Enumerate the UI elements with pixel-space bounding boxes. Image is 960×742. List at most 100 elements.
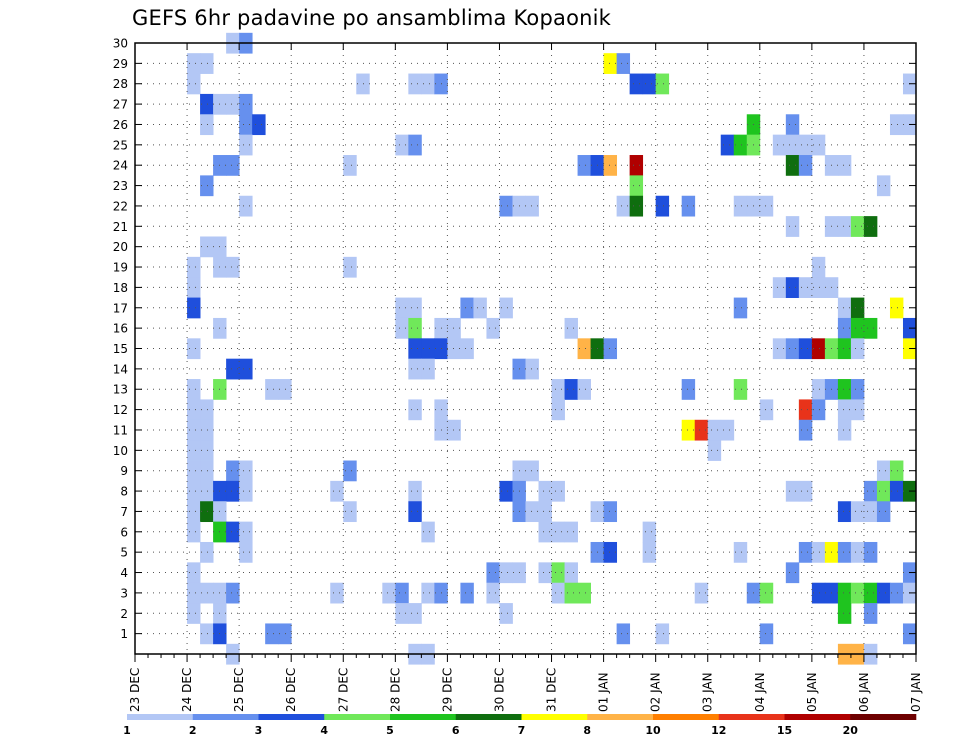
- heatmap-cell: [785, 114, 800, 136]
- heatmap-cell: [759, 195, 774, 217]
- x-tick-label: 27 DEC: [336, 668, 350, 712]
- colorbar-legend: 1 2 3 4 5 6 7 8 10 12 15 20: [123, 714, 917, 737]
- heatmap-cell: [200, 440, 214, 461]
- heatmap-cell: [811, 399, 826, 421]
- y-tick-label: 30: [113, 37, 128, 51]
- y-tick-label: 21: [113, 220, 128, 234]
- colorbar-label: 8: [583, 724, 591, 737]
- heatmap-cell: [655, 73, 670, 95]
- heatmap-cell: [226, 460, 240, 482]
- heatmap-cell: [525, 195, 539, 217]
- heatmap-cell: [863, 216, 878, 237]
- heatmap-cell: [525, 460, 539, 482]
- x-tick-label: 07 JAN: [909, 672, 923, 712]
- heatmap-cell: [577, 338, 591, 360]
- heatmap-cell: [187, 53, 201, 74]
- heatmap-cell: [343, 256, 357, 278]
- heatmap-cell: [486, 562, 500, 584]
- heatmap-cell: [408, 501, 422, 523]
- heatmap-cell: [330, 480, 344, 502]
- x-tick-label: 29 DEC: [440, 668, 454, 712]
- heatmap-cell: [850, 216, 865, 237]
- heatmap-cell: [460, 582, 474, 604]
- heatmap-cell: [538, 562, 552, 584]
- heatmap-cell: [551, 379, 565, 400]
- heatmap-cell: [603, 338, 618, 360]
- heatmap-cell: [200, 541, 214, 563]
- y-tick-label: 6: [120, 525, 128, 539]
- heatmap-cell: [564, 521, 578, 543]
- y-tick-label: 1: [120, 627, 128, 641]
- y-tick-label: 11: [113, 423, 128, 437]
- y-tick-label: 26: [113, 118, 128, 132]
- heatmap-cell: [837, 317, 852, 339]
- heatmap-cell: [226, 521, 240, 543]
- heatmap-cell: [408, 338, 422, 360]
- heatmap-cell: [200, 480, 214, 502]
- heatmap-cell: [239, 541, 253, 563]
- heatmap-cell: [265, 379, 279, 400]
- y-tick-label: 4: [120, 566, 128, 580]
- heatmap-cell: [499, 562, 513, 584]
- heatmap-cell: [408, 73, 422, 95]
- heatmap-cell: [603, 155, 618, 176]
- colorbar-swatch: [653, 714, 720, 720]
- heatmap-cell: [798, 399, 813, 421]
- heatmap-cell: [577, 379, 591, 400]
- heatmap-cell: [239, 134, 253, 156]
- y-tick-label: 16: [113, 322, 128, 336]
- heatmap-cell: [239, 358, 253, 380]
- heatmap-cell: [499, 480, 513, 502]
- heatmap-cell: [265, 623, 279, 645]
- heatmap-cell: [785, 338, 800, 360]
- heatmap-cell: [603, 541, 618, 563]
- heatmap-cell: [200, 460, 214, 482]
- heatmap-cell: [720, 419, 735, 441]
- heatmap-cell: [785, 562, 800, 584]
- heatmap-cell: [395, 134, 409, 156]
- y-tick-label: 12: [113, 403, 128, 417]
- heatmap-cell: [551, 562, 565, 584]
- y-axis: 1234567891011121314151617181920212223242…: [113, 37, 916, 641]
- heatmap-cell: [798, 338, 813, 360]
- y-tick-label: 14: [113, 362, 128, 376]
- y-tick-label: 23: [113, 179, 128, 193]
- heatmap-cell: [395, 297, 409, 319]
- heatmap-cell: [863, 317, 878, 339]
- colorbar-swatch: [784, 714, 851, 720]
- heatmap-cell: [187, 460, 201, 482]
- colorbar-swatch: [521, 714, 588, 720]
- heatmap-cell: [187, 440, 201, 461]
- heatmap-cell: [187, 480, 201, 502]
- heatmap-cell: [889, 582, 904, 604]
- y-tick-label: 10: [113, 444, 128, 458]
- colorbar-label: 20: [843, 724, 859, 737]
- heatmap-cell: [681, 195, 696, 217]
- heatmap-cell: [486, 317, 500, 339]
- heatmap-cell: [655, 195, 670, 217]
- heatmap-cell: [876, 501, 891, 523]
- heatmap-cell: [655, 623, 670, 645]
- heatmap-cell: [200, 501, 214, 523]
- heatmap-cell: [538, 521, 552, 543]
- colorbar-label: 10: [645, 724, 661, 737]
- x-tick-label: 04 JAN: [753, 672, 767, 712]
- heatmap-cell: [616, 623, 631, 645]
- heatmap-cell: [187, 73, 201, 95]
- heatmap-cell: [395, 603, 409, 624]
- colorbar-label: 5: [386, 724, 394, 737]
- heatmap-cell: [850, 379, 865, 400]
- heatmap-cell: [187, 582, 201, 604]
- heatmap-cell: [447, 317, 461, 339]
- heatmap-cell: [343, 501, 357, 523]
- heatmap-cell: [421, 358, 435, 380]
- heatmap-cell: [811, 277, 826, 298]
- colorbar-label: 6: [452, 724, 460, 737]
- heatmap-cell: [889, 480, 904, 502]
- heatmap-cell: [837, 297, 852, 319]
- colorbar-swatch: [850, 714, 917, 720]
- x-tick-label: 23 DEC: [128, 668, 142, 712]
- heatmap-cell: [200, 114, 214, 136]
- heatmap-cell: [239, 480, 253, 502]
- heatmap-cell: [798, 134, 813, 156]
